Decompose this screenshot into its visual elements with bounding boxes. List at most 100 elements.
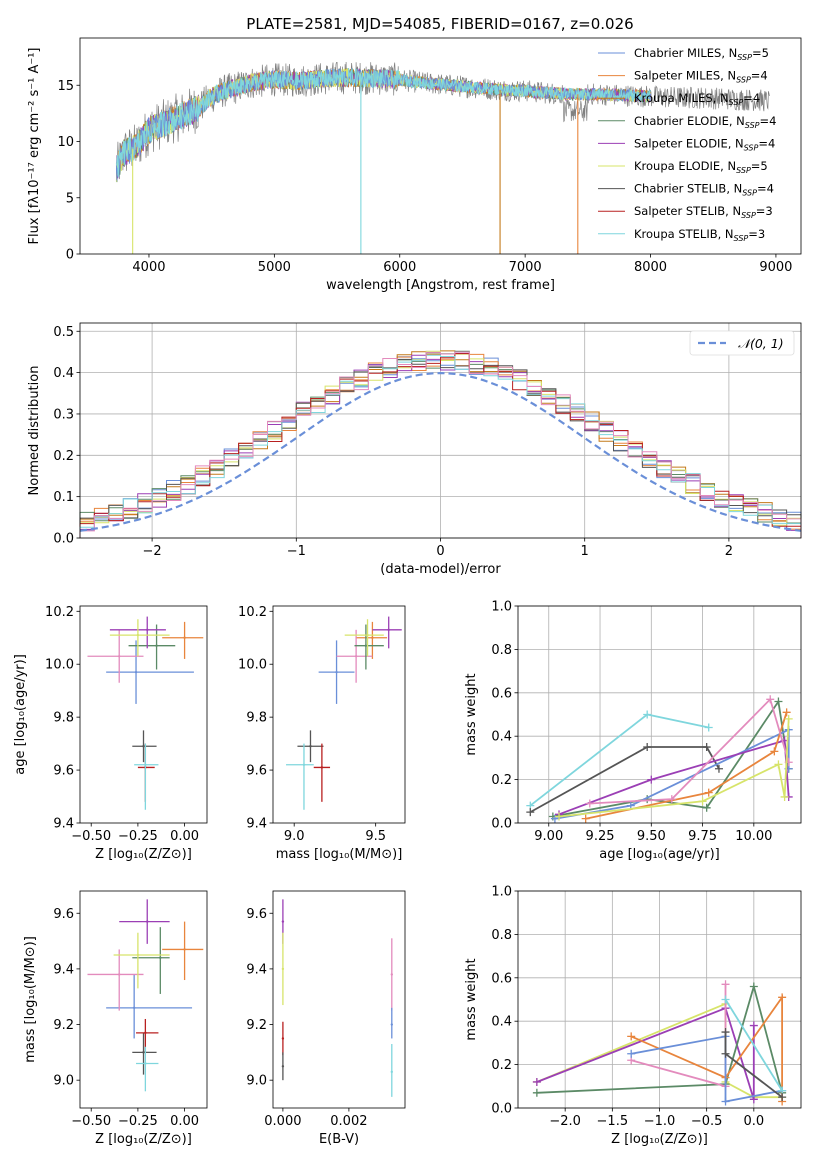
y-tick-label: 0.0 [491, 817, 512, 832]
weight-marker [581, 814, 590, 823]
y-tick-label: 9.2 [246, 1018, 267, 1033]
axes-frame [272, 890, 406, 1109]
x-tick-label: 5000 [258, 260, 291, 275]
data-point [390, 1070, 393, 1074]
x-axis-label: E(B-V) [319, 1132, 359, 1147]
y-tick-label: 0.4 [491, 1015, 512, 1030]
data-point [302, 763, 306, 766]
axes-frame [517, 605, 802, 824]
x-tick-label: 9.50 [637, 829, 666, 844]
y-tick-label: 0.4 [491, 730, 512, 745]
legend-entry-subscript: SSP [736, 76, 751, 85]
data-point [118, 973, 121, 976]
weight-marker [784, 714, 793, 723]
weight-series-line [631, 1035, 783, 1103]
residuals-histogram-panel: 𝒩(0, 1) −2 −1 0 1 2 0.0 0.1 0.2 0.3 0.4 0.5 (data-mo… [27, 322, 802, 577]
weight-marker [643, 710, 652, 719]
weight-marker [780, 792, 789, 801]
data-point [364, 644, 368, 647]
axes-frame [79, 890, 208, 1109]
y-tick-label: 5 [66, 191, 74, 206]
legend-entry-value: =4 [758, 136, 775, 150]
x-tick-label: 0.002 [330, 1114, 367, 1129]
legend-entry: Chabrier ELODIE, NSSP=4 [634, 114, 776, 130]
data-point [281, 920, 285, 923]
y-axis-label: age [log₁₀(age/yr)] [13, 654, 28, 775]
x-tick-label: 0.000 [264, 1114, 301, 1129]
plot-area: 𝒩(0, 1) [79, 330, 802, 538]
x-tick-label: −1.0 [644, 1114, 676, 1129]
data-point [309, 745, 312, 748]
data-point [144, 1062, 147, 1065]
x-tick-label: −1 [287, 544, 306, 559]
legend-entry-value: =4 [751, 69, 768, 83]
weight-marker [778, 1093, 787, 1102]
weight-marker [704, 788, 713, 797]
legend-entry-subscript: SSP [736, 166, 751, 175]
data-point [144, 763, 147, 766]
weight-marker [643, 743, 652, 752]
x-tick-label: 9.0 [284, 829, 305, 844]
data-point [354, 655, 358, 658]
weight-marker [627, 1049, 636, 1058]
mass-weight-vs-metallicity-panel: −2.0 −1.5 −1.0 −0.5 0.0 0.0 0.2 0.4 0.6 0.8 1.0 Z [… [464, 885, 802, 1147]
y-tick-label: 1.0 [491, 885, 512, 900]
legend-entry-value: =3 [748, 227, 765, 241]
legend-entry: Salpeter STELIB, NSSP=3 [634, 204, 773, 220]
x-tick-label: 9.00 [534, 829, 563, 844]
data-point [136, 953, 140, 957]
x-tick-label: −0.50 [71, 829, 111, 844]
weight-marker [526, 808, 535, 817]
weight-marker [532, 1088, 541, 1097]
weight-marker [721, 980, 730, 989]
legend-entry-text: Chabrier MILES, N [634, 46, 737, 60]
x-tick-label: 4000 [132, 260, 165, 275]
y-tick-label: 0 [66, 248, 74, 263]
legend-entry: Kroupa STELIB, NSSP=3 [634, 227, 765, 243]
weight-marker [782, 708, 791, 717]
legend-entry-text: Chabrier STELIB, N [634, 182, 742, 196]
weight-marker [555, 812, 564, 821]
x-axis-label: mass [log₁₀(M/M⊙)] [276, 847, 403, 862]
age-vs-mass-panel: 9.0 9.5 9.4 9.6 9.8 10.0 10.2 mass [log₁₀(M/M⊙)… [238, 605, 406, 862]
legend-entry: Kroupa ELODIE, NSSP=5 [634, 159, 768, 175]
weight-series-line [630, 994, 783, 1102]
weight-marker [698, 797, 707, 806]
y-axis-label: Normed distribution [27, 366, 42, 496]
y-axis-label: Flux [fλ10⁻¹⁷ erg cm⁻² s⁻¹ A⁻¹] [27, 48, 42, 245]
x-tick-label: 9.25 [586, 829, 615, 844]
x-tick-label: 9.5 [365, 829, 386, 844]
y-tick-label: 9.8 [53, 711, 74, 726]
x-tick-label: 8000 [634, 260, 667, 275]
plot-area [87, 899, 204, 1092]
plot-area [532, 980, 787, 1106]
data-point [142, 1051, 145, 1054]
legend-entry-subscript: SSP [742, 189, 757, 198]
y-tick-label: 9.4 [53, 962, 74, 977]
weight-series-line [724, 999, 783, 1092]
y-tick-label: 9.8 [246, 711, 267, 726]
legend-entry-value: =5 [752, 46, 769, 60]
histogram-series [79, 351, 802, 538]
data-point [146, 628, 149, 632]
weight-marker [585, 799, 594, 808]
x-axis-label: age [log₁₀(age/yr)] [599, 847, 720, 862]
x-tick-label: 6000 [383, 260, 416, 275]
legend-entry: Salpeter ELODIE, NSSP=4 [634, 136, 775, 152]
data-point [371, 636, 374, 639]
y-tick-label: 9.0 [246, 1074, 267, 1089]
plot-area [281, 899, 393, 1097]
plot-area [526, 695, 793, 823]
mass-weight-vs-age-panel: 9.00 9.25 9.50 9.75 10.00 0.0 0.2 0.4 0.6 0.8 1.0 a… [464, 600, 802, 862]
weight-marker [774, 697, 783, 706]
data-point [142, 745, 145, 748]
data-point [387, 628, 390, 632]
y-tick-label: 9.2 [53, 1018, 74, 1033]
x-tick-label: 0.00 [170, 1114, 199, 1129]
legend-entry-text: Salpeter MILES, N [634, 69, 736, 83]
y-tick-label: 0.0 [491, 1102, 512, 1117]
x-axis-label: (data-model)/error [380, 562, 501, 577]
y-tick-label: 0.0 [53, 532, 74, 547]
